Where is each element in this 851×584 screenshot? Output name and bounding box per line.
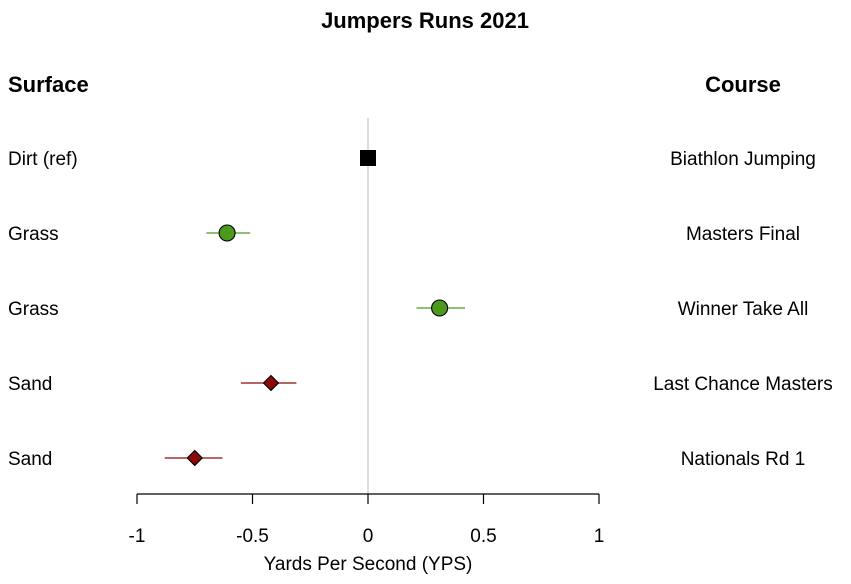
course-label: Last Chance Masters [653, 374, 833, 395]
surface-label: Grass [8, 224, 59, 245]
surface-label: Sand [8, 449, 52, 470]
row-1: Dirt (ref) Biathlon Jumping [8, 149, 816, 170]
row-4: Sand Last Chance Masters [8, 374, 833, 395]
estimate-marker-circle [431, 299, 449, 317]
x-tick-label: -0.5 [236, 526, 269, 547]
course-label: Winner Take All [678, 299, 809, 320]
estimate-marker-diamond [186, 449, 204, 467]
row-5: Sand Nationals Rd 1 [8, 449, 805, 470]
x-tick-label: 0.5 [470, 526, 496, 547]
x-axis: -1 -0.5 0 0.5 1 [129, 493, 605, 547]
estimate-marker-square [360, 150, 376, 166]
surface-header: Surface [8, 72, 89, 97]
x-tick-label: -1 [129, 526, 146, 547]
chart-title: Jumpers Runs 2021 [321, 8, 529, 33]
course-label: Biathlon Jumping [670, 149, 816, 170]
surface-label: Sand [8, 374, 52, 395]
row-2: Grass Masters Final [8, 224, 800, 245]
course-label: Masters Final [686, 224, 800, 245]
course-header: Course [705, 72, 781, 97]
surface-label: Dirt (ref) [8, 149, 78, 170]
row-3: Grass Winner Take All [8, 299, 808, 320]
x-tick-label: 0 [363, 526, 374, 547]
x-axis-label: Yards Per Second (YPS) [264, 554, 473, 575]
estimate-marker-diamond [262, 374, 280, 392]
estimate-marker-circle [218, 224, 236, 242]
x-tick-label: 1 [594, 526, 605, 547]
surface-label: Grass [8, 299, 59, 320]
rows-group: Dirt (ref) Biathlon Jumping Grass Masters F… [8, 149, 833, 470]
course-label: Nationals Rd 1 [681, 449, 806, 470]
